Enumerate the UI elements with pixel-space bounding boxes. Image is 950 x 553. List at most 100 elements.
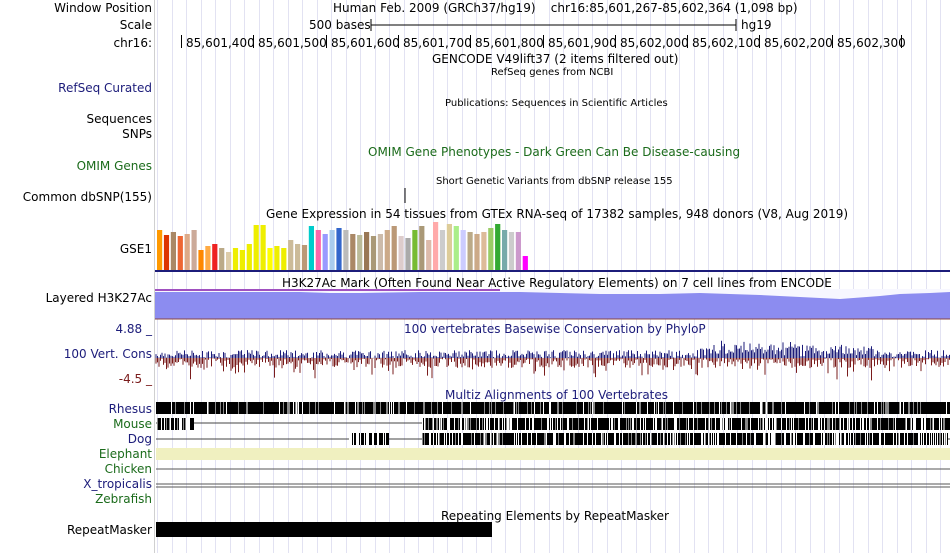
gtex-tissue-bar[interactable] [460,230,466,270]
gtex-tissue-bar[interactable] [219,248,225,270]
species-label-rhesus[interactable]: Rhesus [108,402,152,416]
gtex-tissue-bar[interactable] [191,230,197,270]
gtex-track-title[interactable]: Gene Expression in 54 tissues from GTEx … [266,207,849,221]
species-label-dog[interactable]: Dog [127,432,152,446]
gtex-tissue-bar[interactable] [433,222,439,270]
dbsnp-variant-mark[interactable] [0,0,950,210]
gtex-tissue-bar[interactable] [502,230,508,270]
ruler-tick-mark [181,35,182,48]
phylop-track-title[interactable]: 100 vertebrates Basewise Conservation by… [404,322,706,336]
gtex-tissue-bar[interactable] [267,248,273,270]
gtex-tissue-bar[interactable] [370,236,377,270]
gtex-tissue-bar[interactable] [336,228,342,270]
phylop-min-label: -4.5 _ [118,372,152,386]
ruler-tick-mark [901,35,902,48]
species-label-chicken[interactable]: Chicken [104,462,152,476]
gtex-tissue-bar[interactable] [170,232,176,270]
gtex-tissue-bar[interactable] [274,246,280,270]
gtex-tissue-bar[interactable] [260,225,266,270]
pubs-track-title[interactable]: Publications: Sequences in Scientific Ar… [445,98,668,109]
gtex-tissue-bar[interactable] [467,232,473,270]
gtex-tissue-bar[interactable] [308,226,314,270]
gtex-tissue-bar[interactable] [474,234,480,270]
gtex-tissue-bar[interactable] [350,234,356,270]
gtex-tissue-bar[interactable] [522,256,528,270]
gtex-tissue-bar[interactable] [246,244,252,270]
gtex-track-label[interactable]: GSE1 [119,242,152,256]
gtex-tissue-bar[interactable] [426,240,432,270]
gtex-tissue-bar[interactable] [508,232,515,270]
gtex-tissue-bar[interactable] [198,250,204,270]
ruler-tick-label: 85,601,500 [258,36,327,50]
gtex-tissue-bar[interactable] [232,248,239,270]
dbsnp-track-label[interactable]: Common dbSNP(155) [22,190,152,204]
refseq-track-title[interactable]: RefSeq genes from NCBI [491,67,614,78]
gtex-tissue-bar[interactable] [157,230,163,270]
species-label-mouse[interactable]: Mouse [113,417,152,431]
h3k27ac-area[interactable] [155,292,950,319]
label-column-separator [154,0,155,553]
gtex-tissue-bar[interactable] [488,228,494,270]
phylop-track-label[interactable]: 100 Vert. Cons [63,347,152,361]
omim-track-title[interactable]: OMIM Gene Phenotypes - Dark Green Can Be… [368,145,741,159]
phylop-max-label: 4.88 _ [115,322,152,336]
gtex-tissue-bar[interactable] [357,235,363,270]
gtex-tissue-bar[interactable] [163,235,170,270]
gtex-tissue-bar[interactable] [281,248,287,270]
dbsnp-track-title[interactable]: Short Genetic Variants from dbSNP releas… [436,176,673,187]
gtex-tissue-bar[interactable] [384,230,390,270]
gtex-tissue-bar[interactable] [322,234,328,270]
h3k27ac-track-title[interactable]: H3K27Ac Mark (Often Found Near Active Re… [282,276,832,290]
gtex-tissue-bar[interactable] [315,230,321,270]
gtex-tissue-bar[interactable] [419,226,425,270]
gtex-tissue-bar[interactable] [446,224,452,270]
gencode-track-title[interactable]: GENCODE V49lift37 (2 items filtered out) [432,52,679,66]
h3k27ac-track-label[interactable]: Layered H3K27Ac [45,291,152,305]
sequences-label[interactable]: Sequences [86,112,152,126]
gtex-tissue-bar[interactable] [405,238,411,270]
species-label-elephant[interactable]: Elephant [98,447,152,461]
scale-text: 500 bases [309,18,371,32]
scale-bar [370,19,737,31]
gtex-tissue-bar[interactable] [495,224,501,270]
multiz-track-title[interactable]: Multiz Alignments of 100 Vertebrates [445,388,669,402]
gtex-tissue-bar[interactable] [453,226,459,270]
gtex-tissue-bar[interactable] [329,230,335,270]
phylop-signal[interactable] [0,0,950,390]
gtex-tissue-bar[interactable] [295,244,301,270]
species-label-xtropicalis[interactable]: X_tropicalis [83,477,152,491]
gtex-tissue-bar[interactable] [226,252,232,270]
repeatmasker-track-title[interactable]: Repeating Elements by RepeatMasker [441,509,669,523]
multiz-alignment-rows[interactable] [0,0,950,510]
refseq-track-label[interactable]: RefSeq Curated [58,81,152,95]
gtex-tissue-bar[interactable] [184,234,190,270]
gtex-expression-bars[interactable] [0,0,950,272]
gtex-tissue-bar[interactable] [391,226,397,270]
gtex-tissue-bar[interactable] [205,246,211,270]
gtex-tissue-bar[interactable] [288,240,294,270]
species-label-zebrafish[interactable]: Zebrafish [95,492,152,506]
gtex-tissue-bar[interactable] [239,250,245,270]
gtex-tissue-bar[interactable] [398,236,404,270]
snps-label[interactable]: SNPs [122,127,152,141]
gtex-tissue-bar[interactable] [301,245,308,270]
gtex-tissue-bar[interactable] [364,232,370,270]
gtex-tissue-bar[interactable] [412,230,418,270]
gtex-tissue-bar[interactable] [343,230,349,270]
window-position-label: Window Position [54,1,152,15]
gtex-tissue-bar[interactable] [253,225,259,270]
ruler-tick-label: 85,601,900 [548,36,617,50]
repeatmasker-track-label[interactable]: RepeatMasker [66,523,152,537]
assembly-name: hg19 [741,18,772,32]
omim-track-label[interactable]: OMIM Genes [76,159,152,173]
gtex-tissue-bar[interactable] [481,232,487,270]
ruler-tick-label: 85,601,600 [331,36,400,50]
gtex-tissue-bar[interactable] [377,234,383,270]
gtex-tissue-bar[interactable] [177,236,183,270]
gtex-tissue-bar[interactable] [439,230,446,270]
gtex-tissue-bar[interactable] [212,244,218,270]
ruler-tick-mark [543,35,544,48]
h3k27ac-signal[interactable] [0,0,950,325]
gtex-tissue-bar[interactable] [515,232,521,270]
